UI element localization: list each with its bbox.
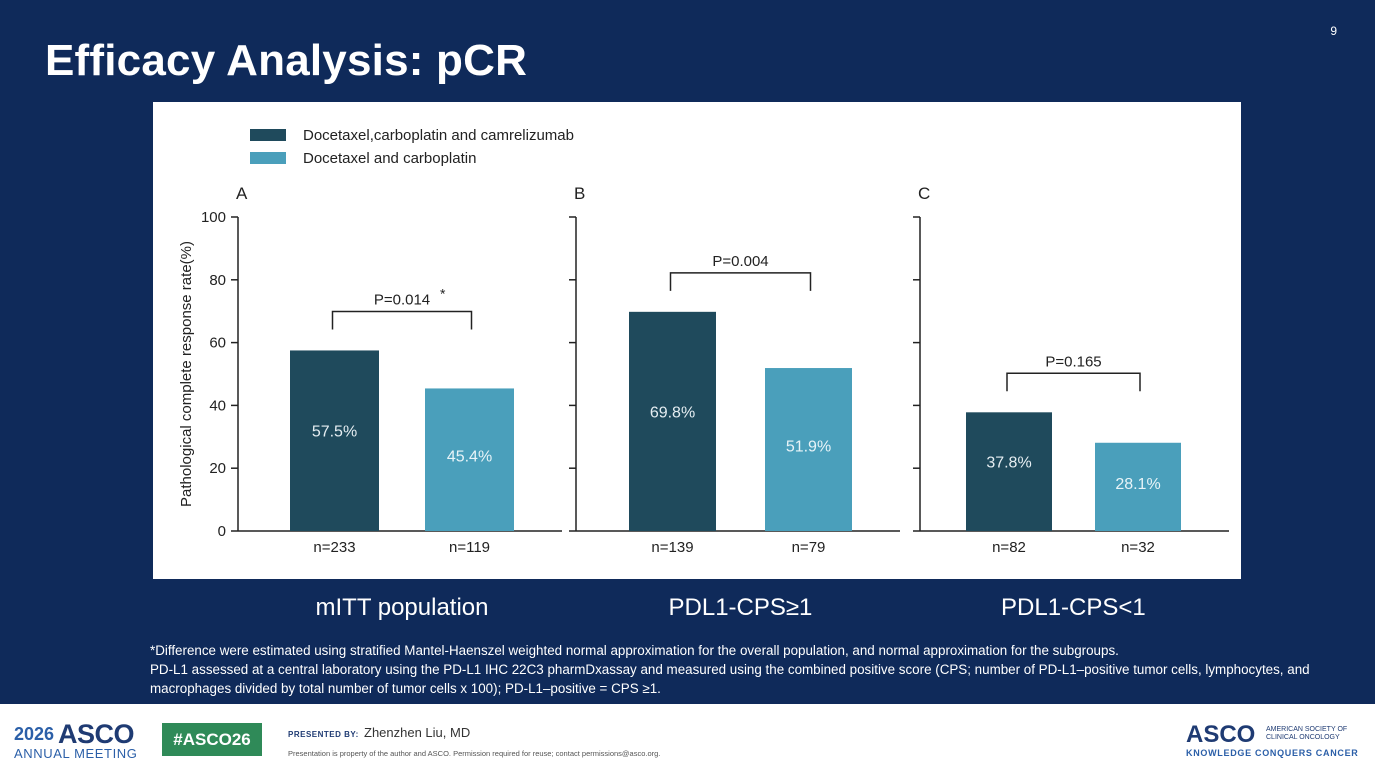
society-name: AMERICAN SOCIETY OF CLINICAL ONCOLOGY [1266, 726, 1348, 741]
panel-b-bar-label-2: 51.9% [786, 439, 831, 456]
slide-number: 9 [1330, 24, 1337, 38]
panel-a-significance-bracket [331, 310, 473, 330]
legend-label-1: Docetaxel,carboplatin and camrelizumab [303, 127, 574, 144]
presented-by-label: PRESENTED BY: [288, 730, 359, 739]
panel-c-bar-1 [966, 412, 1052, 531]
meeting-name: ANNUAL MEETING [14, 746, 138, 761]
footnotes: *Difference were estimated using stratif… [150, 641, 1330, 698]
panel-c-n-label-1: n=82 [992, 539, 1026, 556]
panel-c-n-label-2: n=32 [1121, 539, 1155, 556]
panel-b-bar-1 [629, 311, 716, 531]
society-tagline: KNOWLEDGE CONQUERS CANCER [1186, 748, 1359, 758]
slide-title: Efficacy Analysis: pCR [45, 36, 528, 85]
meeting-year: 2026 [14, 724, 55, 744]
panel-b-significance-bracket [669, 272, 812, 291]
panel-c-p-value: P=0.165 [1045, 353, 1101, 370]
y-axis-label: Pathological complete response rate(%) [178, 241, 195, 507]
panel-b-p-value: P=0.004 [712, 253, 768, 270]
panel-c-letter: C [918, 184, 930, 203]
panel-b-bar-label-1: 69.8% [650, 404, 695, 421]
panel-a-bar-label-2: 45.4% [447, 449, 492, 466]
panel-a-n-label-1: n=233 [313, 539, 355, 556]
presenter-name: Zhenzhen Liu, MD [364, 725, 471, 740]
footnote-line-2: PD-L1 assessed at a central laboratory u… [150, 662, 1310, 696]
y-tick-label: 40 [209, 397, 226, 414]
footnote-line-1: *Difference were estimated using stratif… [150, 643, 1119, 658]
panel-a-letter: A [236, 184, 248, 203]
permission-note: Presentation is property of the author a… [288, 749, 661, 758]
pcr-bar-chart: Docetaxel,carboplatin and camrelizumab Do… [178, 127, 1229, 556]
chart-panel: Docetaxel,carboplatin and camrelizumab Do… [153, 102, 1241, 579]
hashtag-badge: #ASCO26 [162, 723, 262, 756]
population-label-c: PDL1-CPS<1 [1001, 594, 1146, 621]
panel-c-significance-bracket [1006, 372, 1141, 392]
y-tick-label: 20 [209, 460, 226, 477]
panel-a-p-value: P=0.014 [374, 291, 430, 308]
panel-a-bar-label-1: 57.5% [312, 424, 357, 441]
asco-meeting-logo: ASCO [58, 719, 135, 749]
y-tick-label: 60 [209, 335, 226, 352]
footer-bar: 2026 ASCO ANNUAL MEETING #ASCO26 PRESENT… [0, 704, 1375, 771]
panel-a-bar-1 [290, 350, 379, 531]
panel-c-bar-2 [1095, 442, 1181, 531]
panel-a-n-label-2: n=119 [449, 539, 490, 556]
population-label-b: PDL1-CPS≥1 [668, 594, 813, 621]
panel-b-letter: B [574, 184, 585, 203]
panel-c-bar-label-1: 37.8% [986, 455, 1031, 472]
y-tick-label: 80 [209, 272, 226, 289]
legend-swatch-1 [250, 129, 286, 141]
y-tick-label: 100 [201, 209, 226, 226]
panel-b-bar-2 [765, 368, 852, 531]
panel-a-p-marker: * [440, 285, 446, 301]
panel-c-bar-label-2: 28.1% [1115, 476, 1160, 493]
panel-a-bar-2 [425, 388, 514, 531]
y-tick-label: 0 [218, 523, 226, 540]
legend-swatch-2 [250, 152, 286, 164]
panel-b-n-label-1: n=139 [651, 539, 693, 556]
panel-b-n-label-2: n=79 [792, 539, 826, 556]
asco-society-logo: ASCO [1186, 721, 1256, 748]
population-label-a: mITT population [315, 594, 489, 621]
legend-label-2: Docetaxel and carboplatin [303, 150, 476, 167]
